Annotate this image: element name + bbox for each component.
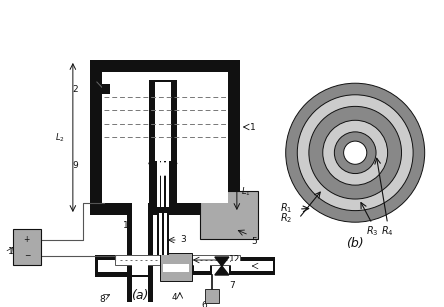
Text: 8: 8 (100, 294, 106, 304)
Bar (127, 255, 153, 277)
Bar (115, 255, 240, 265)
Bar (229, 257, 275, 275)
Text: $R_3$: $R_3$ (366, 225, 378, 238)
Bar (13, 229, 41, 265)
Text: (b): (b) (346, 237, 364, 250)
Text: (a): (a) (131, 289, 149, 301)
Bar (200, 191, 258, 239)
Circle shape (297, 95, 413, 211)
Bar (149, 80, 177, 163)
Bar (160, 262, 192, 274)
Bar (164, 213, 167, 255)
Text: 6: 6 (202, 301, 208, 307)
Bar (102, 72, 228, 203)
Text: −: − (24, 251, 30, 261)
Bar (157, 83, 160, 207)
Text: 2: 2 (72, 86, 78, 95)
Bar (166, 83, 169, 207)
Circle shape (344, 141, 367, 164)
Text: 10: 10 (257, 265, 268, 274)
Bar (161, 83, 164, 207)
Bar (192, 257, 212, 275)
Text: $R_2$: $R_2$ (280, 212, 292, 225)
Bar (163, 264, 189, 272)
Bar (160, 253, 192, 281)
Bar (155, 82, 171, 161)
Circle shape (285, 83, 425, 222)
Bar (148, 152, 153, 255)
Circle shape (323, 120, 388, 185)
Bar (127, 152, 132, 255)
Bar (95, 255, 140, 277)
Text: +: + (24, 235, 30, 244)
Bar (132, 152, 148, 302)
Text: 3: 3 (180, 235, 186, 244)
Bar (102, 84, 110, 94)
Bar (127, 152, 132, 302)
Bar (157, 213, 169, 255)
Text: 9: 9 (73, 161, 79, 169)
Bar (90, 60, 240, 215)
Text: 13: 13 (8, 247, 20, 255)
Bar (98, 260, 137, 272)
Bar (148, 152, 153, 302)
Text: 7: 7 (229, 281, 234, 290)
Text: 1: 1 (250, 122, 256, 131)
Bar (132, 152, 148, 255)
Text: 12: 12 (229, 255, 240, 265)
Polygon shape (215, 266, 229, 275)
Polygon shape (215, 257, 229, 266)
Circle shape (309, 107, 401, 199)
Bar (149, 80, 177, 210)
Bar (132, 257, 148, 275)
Polygon shape (149, 163, 177, 178)
Bar (231, 261, 273, 271)
Polygon shape (158, 163, 168, 175)
Text: 5: 5 (251, 238, 257, 247)
Bar (159, 213, 162, 255)
Text: 11: 11 (123, 221, 135, 231)
Bar (205, 289, 219, 303)
Text: $R_4$: $R_4$ (381, 225, 394, 238)
Text: $R_1$: $R_1$ (280, 201, 292, 215)
Text: 4: 4 (172, 293, 178, 302)
Bar (194, 261, 210, 271)
Text: $L_2$: $L_2$ (55, 131, 65, 144)
Text: $L_1$: $L_1$ (241, 185, 251, 198)
Circle shape (334, 132, 376, 173)
